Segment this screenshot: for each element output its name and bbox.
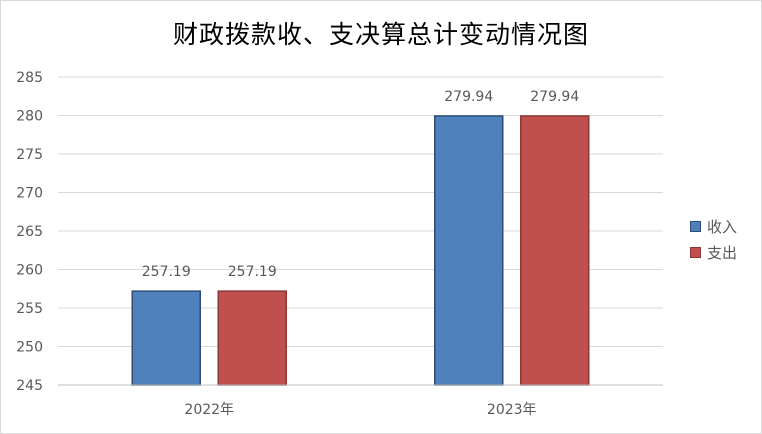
x-tick-label: 2022年	[184, 402, 234, 418]
legend: 收入 支出	[690, 213, 737, 265]
y-tick-label: 285	[16, 70, 43, 86]
bar-income	[434, 115, 504, 386]
data-label: 257.19	[228, 264, 277, 280]
legend-swatch-expenditure	[690, 246, 701, 258]
data-label: 279.94	[444, 89, 493, 105]
data-label: 257.19	[142, 264, 191, 280]
y-tick-label: 250	[16, 340, 43, 356]
legend-label-expenditure: 支出	[707, 243, 738, 262]
data-label: 279.94	[530, 89, 579, 105]
y-tick-label: 260	[16, 263, 43, 279]
legend-item-income: 收入	[690, 213, 737, 239]
y-tick-label: 275	[16, 147, 43, 163]
bar-income	[131, 290, 201, 386]
legend-swatch-income	[690, 220, 701, 232]
y-tick-label: 245	[16, 378, 43, 394]
bars	[131, 115, 590, 386]
x-axis: 2022年 2023年	[58, 384, 663, 418]
data-labels: 257.19 257.19 279.94 279.94	[142, 89, 580, 280]
legend-label-income: 收入	[707, 217, 738, 236]
y-tick-label: 255	[16, 301, 43, 317]
y-axis: 245 250 255 260 265 270 275 280 285	[16, 70, 43, 394]
y-tick-label: 265	[16, 224, 43, 240]
chart-title: 财政拨款收、支决算总计变动情况图	[172, 20, 589, 49]
bar-expenditure	[520, 115, 590, 386]
x-tick-label: 2023年	[487, 402, 537, 418]
y-tick-label: 280	[16, 109, 43, 125]
legend-item-expenditure: 支出	[690, 239, 737, 265]
bar-expenditure	[217, 290, 287, 386]
y-tick-label: 270	[16, 186, 43, 202]
